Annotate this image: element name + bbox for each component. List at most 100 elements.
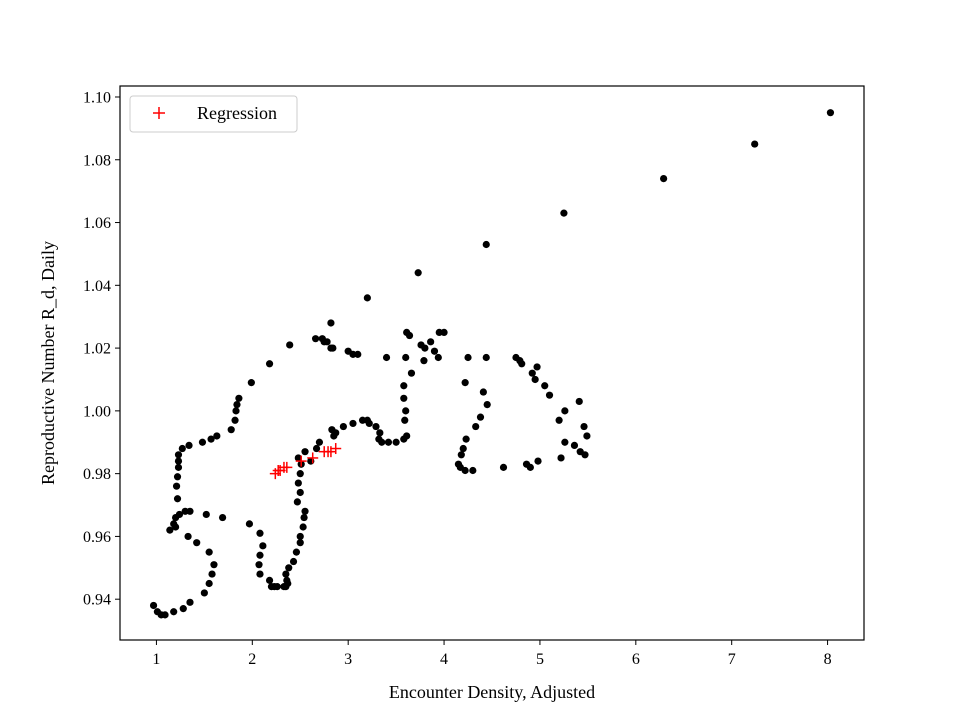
x-tick-label: 6 <box>632 651 640 668</box>
data-point <box>301 448 309 456</box>
data-point <box>218 513 227 522</box>
data-point <box>265 360 274 368</box>
data-point <box>299 523 307 531</box>
data-point <box>292 548 301 556</box>
data-point <box>186 507 194 515</box>
data-point <box>483 400 491 409</box>
data-point <box>382 353 391 362</box>
data-point <box>178 444 186 453</box>
data-point <box>312 444 321 453</box>
data-point <box>256 551 264 559</box>
data-point <box>461 466 469 475</box>
data-point <box>296 532 304 541</box>
x-tick-label: 1 <box>152 651 160 668</box>
data-point <box>349 419 357 428</box>
data-point <box>531 375 539 384</box>
data-point <box>405 331 414 340</box>
data-point <box>320 338 328 346</box>
data-point <box>280 583 288 591</box>
data-point <box>170 520 178 528</box>
data-point <box>329 344 337 352</box>
data-point <box>245 520 254 528</box>
x-tick-label: 2 <box>248 651 256 668</box>
data-point <box>286 341 294 349</box>
data-point <box>354 350 362 358</box>
data-point <box>528 369 536 377</box>
data-point <box>461 379 469 387</box>
data-point <box>173 495 182 503</box>
x-tick-label: 8 <box>824 651 832 668</box>
data-point <box>193 539 201 547</box>
y-tick-label: 1.00 <box>83 403 111 420</box>
data-point <box>533 363 541 371</box>
data-point <box>166 526 174 534</box>
x-tick-label: 5 <box>536 651 544 668</box>
data-point <box>557 454 565 462</box>
data-point <box>402 353 410 362</box>
data-point <box>518 360 526 368</box>
x-axis-ticks: 1 2 3 4 5 6 7 8 <box>152 640 832 668</box>
regression-point <box>330 443 342 455</box>
y-tick-label: 0.94 <box>83 592 111 609</box>
data-marks <box>149 109 835 619</box>
plot-area-frame <box>119 85 865 641</box>
data-point <box>161 611 169 619</box>
data-point <box>255 561 263 569</box>
data-point <box>462 435 470 443</box>
data-point <box>233 400 241 409</box>
data-point <box>570 441 579 449</box>
y-tick-label: 0.96 <box>83 529 111 546</box>
y-tick-label: 1.06 <box>83 215 111 232</box>
data-point <box>392 438 400 446</box>
y-tick-label: 1.02 <box>83 341 111 358</box>
data-point <box>363 416 371 424</box>
data-point <box>561 438 569 446</box>
data-point <box>285 564 293 572</box>
data-point <box>440 328 448 336</box>
data-point <box>580 422 588 431</box>
data-point <box>231 416 239 424</box>
data-point <box>174 463 183 471</box>
data-point <box>172 482 181 490</box>
data-point <box>376 429 384 437</box>
data-point <box>469 466 477 475</box>
data-point <box>660 174 668 183</box>
data-point <box>561 407 569 415</box>
data-point <box>179 605 187 613</box>
x-tick-label: 3 <box>344 651 352 668</box>
legend-entry-regression: Regression <box>197 103 277 123</box>
data-point <box>560 209 568 217</box>
data-point <box>267 583 276 591</box>
data-point <box>526 463 534 471</box>
data-point <box>301 507 309 515</box>
y-axis-label: Reproductive Number R_d, Daily <box>38 241 58 485</box>
data-point <box>235 394 243 402</box>
data-point <box>400 435 408 443</box>
y-tick-label: 0.98 <box>83 466 111 483</box>
data-point <box>184 532 192 541</box>
data-point <box>207 435 215 443</box>
regression-point <box>281 461 293 473</box>
data-point <box>826 109 835 117</box>
data-point <box>421 344 429 352</box>
data-point <box>555 416 563 424</box>
y-tick-label: 1.10 <box>83 89 111 106</box>
data-point <box>232 407 240 415</box>
data-point <box>202 510 210 519</box>
data-point <box>311 335 320 343</box>
data-point <box>402 407 410 415</box>
data-point <box>149 601 158 610</box>
data-point <box>174 457 183 465</box>
data-point <box>464 353 472 362</box>
data-point <box>173 473 182 481</box>
data-point <box>575 397 583 406</box>
data-point <box>384 438 393 446</box>
data-point <box>541 382 549 390</box>
data-point <box>407 369 416 377</box>
data-point <box>420 357 428 365</box>
regression-point <box>295 455 307 467</box>
data-point <box>534 457 542 465</box>
y-axis-ticks: 0.94 0.96 0.98 1.00 1.02 1.04 1.06 1.08 1.10 <box>83 89 120 609</box>
data-point <box>205 548 213 556</box>
